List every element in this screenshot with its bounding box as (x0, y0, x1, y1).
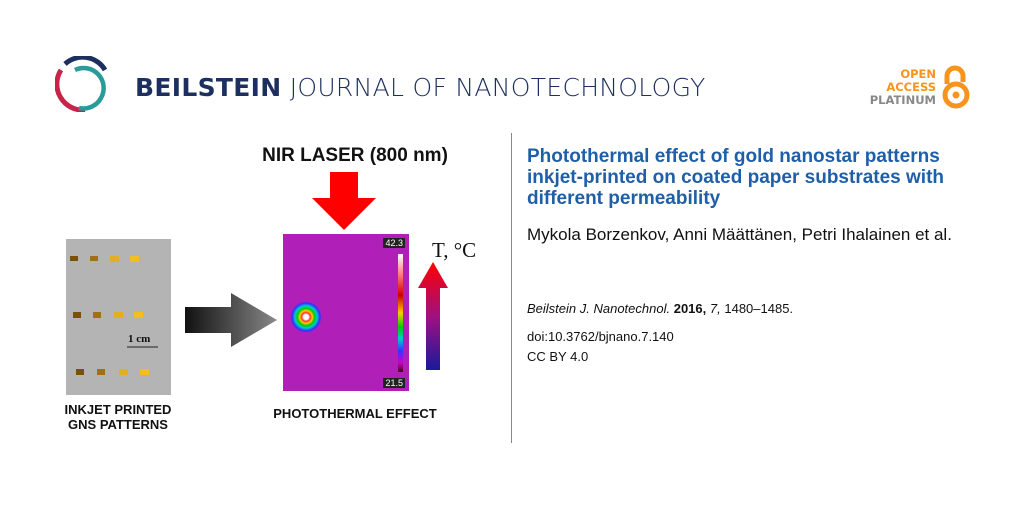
temperature-arrow-icon (418, 262, 448, 370)
open-access-label: OPEN ACCESS PLATINUM (869, 67, 936, 107)
thermal-image: 42.3 21.5 (283, 234, 409, 391)
license: CC BY 4.0 (527, 349, 589, 364)
printed-patterns-image: 1 cm (66, 239, 171, 395)
doi[interactable]: doi:10.3762/bjnano.7.140 (527, 329, 674, 344)
laser-label: NIR LASER (800 nm) (262, 145, 448, 166)
divider (511, 133, 512, 443)
article-title[interactable]: Photothermal effect of gold nanostar pat… (527, 146, 945, 209)
process-arrow-icon (185, 293, 277, 347)
article-authors: Mykola Borzenkov, Anni Määttänen, Petri … (527, 225, 952, 244)
colorbar-max: 42.3 (383, 238, 405, 248)
open-access-lock-icon (942, 65, 970, 109)
journal-title: BEILSTEIN JOURNAL OF NANOTECHNOLOGY (135, 73, 706, 102)
citation: Beilstein J. Nanotechnol. 2016, 7, 1480–… (527, 301, 794, 316)
scale-bar-label: 1 cm (128, 333, 151, 345)
temperature-label: T, °C (432, 238, 477, 262)
hot-spot (291, 302, 321, 332)
colorbar (398, 254, 403, 372)
colorbar-min: 21.5 (383, 378, 405, 388)
left-caption: INKJET PRINTED GNS PATTERNS (64, 402, 172, 432)
right-caption: PHOTOTHERMAL EFFECT (273, 406, 437, 421)
laser-arrow-icon (312, 172, 376, 230)
journal-logo-icon (55, 56, 108, 112)
